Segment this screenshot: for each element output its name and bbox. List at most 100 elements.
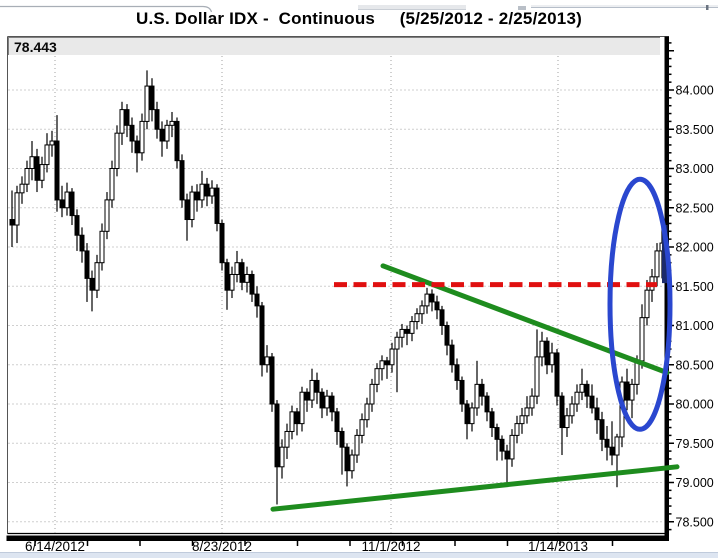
- window-top-chrome: [0, 0, 718, 13]
- x-axis-bar: [6, 535, 669, 541]
- candle: [244, 266, 250, 293]
- candle: [459, 376, 465, 412]
- candle: [114, 125, 120, 177]
- candle: [24, 160, 30, 193]
- candle: [324, 389, 330, 416]
- y-axis-label: 79.000: [676, 476, 714, 490]
- candle: [279, 439, 285, 479]
- candle: [614, 433, 620, 488]
- candle: [419, 300, 425, 324]
- candle: [149, 78, 155, 122]
- candle: [264, 345, 270, 373]
- candle: [19, 176, 25, 204]
- candle: [234, 250, 240, 283]
- candle: [169, 111, 175, 138]
- candle: [479, 378, 485, 406]
- candle: [519, 407, 525, 434]
- candle: [559, 392, 565, 456]
- candle: [74, 209, 80, 251]
- candle: [564, 407, 570, 437]
- candle: [444, 321, 450, 356]
- trendline-ascending[interactable]: [270, 464, 680, 512]
- candle: [349, 449, 355, 479]
- y-axis-label: 78.500: [676, 515, 714, 529]
- candle: [134, 135, 140, 173]
- candle: [514, 415, 520, 444]
- y-axis-label: 79.500: [676, 437, 714, 451]
- candle: [554, 349, 560, 406]
- candle: [104, 192, 110, 240]
- candle: [654, 243, 660, 287]
- candle: [339, 427, 345, 475]
- candle: [44, 133, 50, 173]
- candle: [59, 185, 65, 218]
- bottom-status-strip: [0, 552, 718, 558]
- candle: [469, 402, 475, 432]
- candle: [544, 337, 550, 375]
- y-axis-label: 83.000: [676, 162, 714, 176]
- candle: [329, 392, 335, 422]
- candle: [174, 117, 180, 169]
- price-cursor-label: 78.443: [8, 37, 660, 55]
- candle: [284, 423, 290, 459]
- candle: [94, 254, 100, 299]
- candle: [639, 304, 645, 369]
- candle: [464, 400, 470, 440]
- candle: [139, 113, 145, 161]
- candle: [504, 444, 510, 487]
- y-axis-label: 82.000: [676, 241, 714, 255]
- candle: [239, 258, 245, 291]
- candle: [194, 184, 200, 212]
- x-axis: [34, 541, 614, 546]
- candle: [34, 148, 40, 193]
- candle: [484, 392, 490, 422]
- candle: [409, 316, 415, 342]
- y-axis-label: 81.000: [676, 319, 714, 333]
- candle: [179, 154, 185, 208]
- candle: [189, 185, 195, 228]
- candle: [439, 305, 445, 335]
- candle: [334, 407, 340, 445]
- candle: [449, 339, 455, 373]
- candle: [569, 396, 575, 424]
- candle: [359, 413, 365, 444]
- candle: [144, 70, 150, 130]
- candle: [79, 227, 85, 263]
- x-axis-label: 8/23/2012: [192, 539, 252, 554]
- candle: [374, 363, 380, 393]
- candle: [609, 421, 615, 466]
- y-axis-label: 80.000: [676, 398, 714, 412]
- candle: [164, 119, 170, 149]
- candle: [354, 429, 360, 463]
- candle: [9, 190, 15, 247]
- candle: [579, 368, 585, 401]
- candle: [574, 384, 580, 412]
- candle: [54, 115, 60, 212]
- candle: [269, 352, 275, 412]
- y-axis-label: 80.500: [676, 358, 714, 372]
- candle: [539, 331, 545, 367]
- highlight-ellipse[interactable]: [607, 176, 673, 432]
- candle: [499, 435, 505, 461]
- trendline-descending[interactable]: [380, 263, 670, 376]
- candlestick-series: [9, 70, 665, 505]
- candle: [524, 396, 530, 424]
- candle: [389, 342, 395, 373]
- candle: [584, 380, 590, 408]
- candle: [214, 184, 220, 232]
- candle: [599, 411, 605, 452]
- candle: [299, 386, 305, 432]
- last-bar-marker: [662, 225, 668, 284]
- y-axis-label: 84.000: [676, 84, 714, 98]
- candle: [89, 270, 95, 312]
- y-axis-labels: 84.000 83.500 83.000 82.500 82.000 81.500 81.0…: [676, 84, 714, 530]
- candle: [274, 400, 280, 505]
- x-axis-labels: 6/14/2012 8/23/2012 11/1/2012 1/14/2013: [25, 539, 588, 554]
- candle: [489, 407, 495, 437]
- candle: [309, 368, 315, 408]
- candle: [534, 329, 540, 404]
- candle: [229, 266, 235, 299]
- candle: [184, 193, 190, 241]
- candle: [259, 301, 265, 377]
